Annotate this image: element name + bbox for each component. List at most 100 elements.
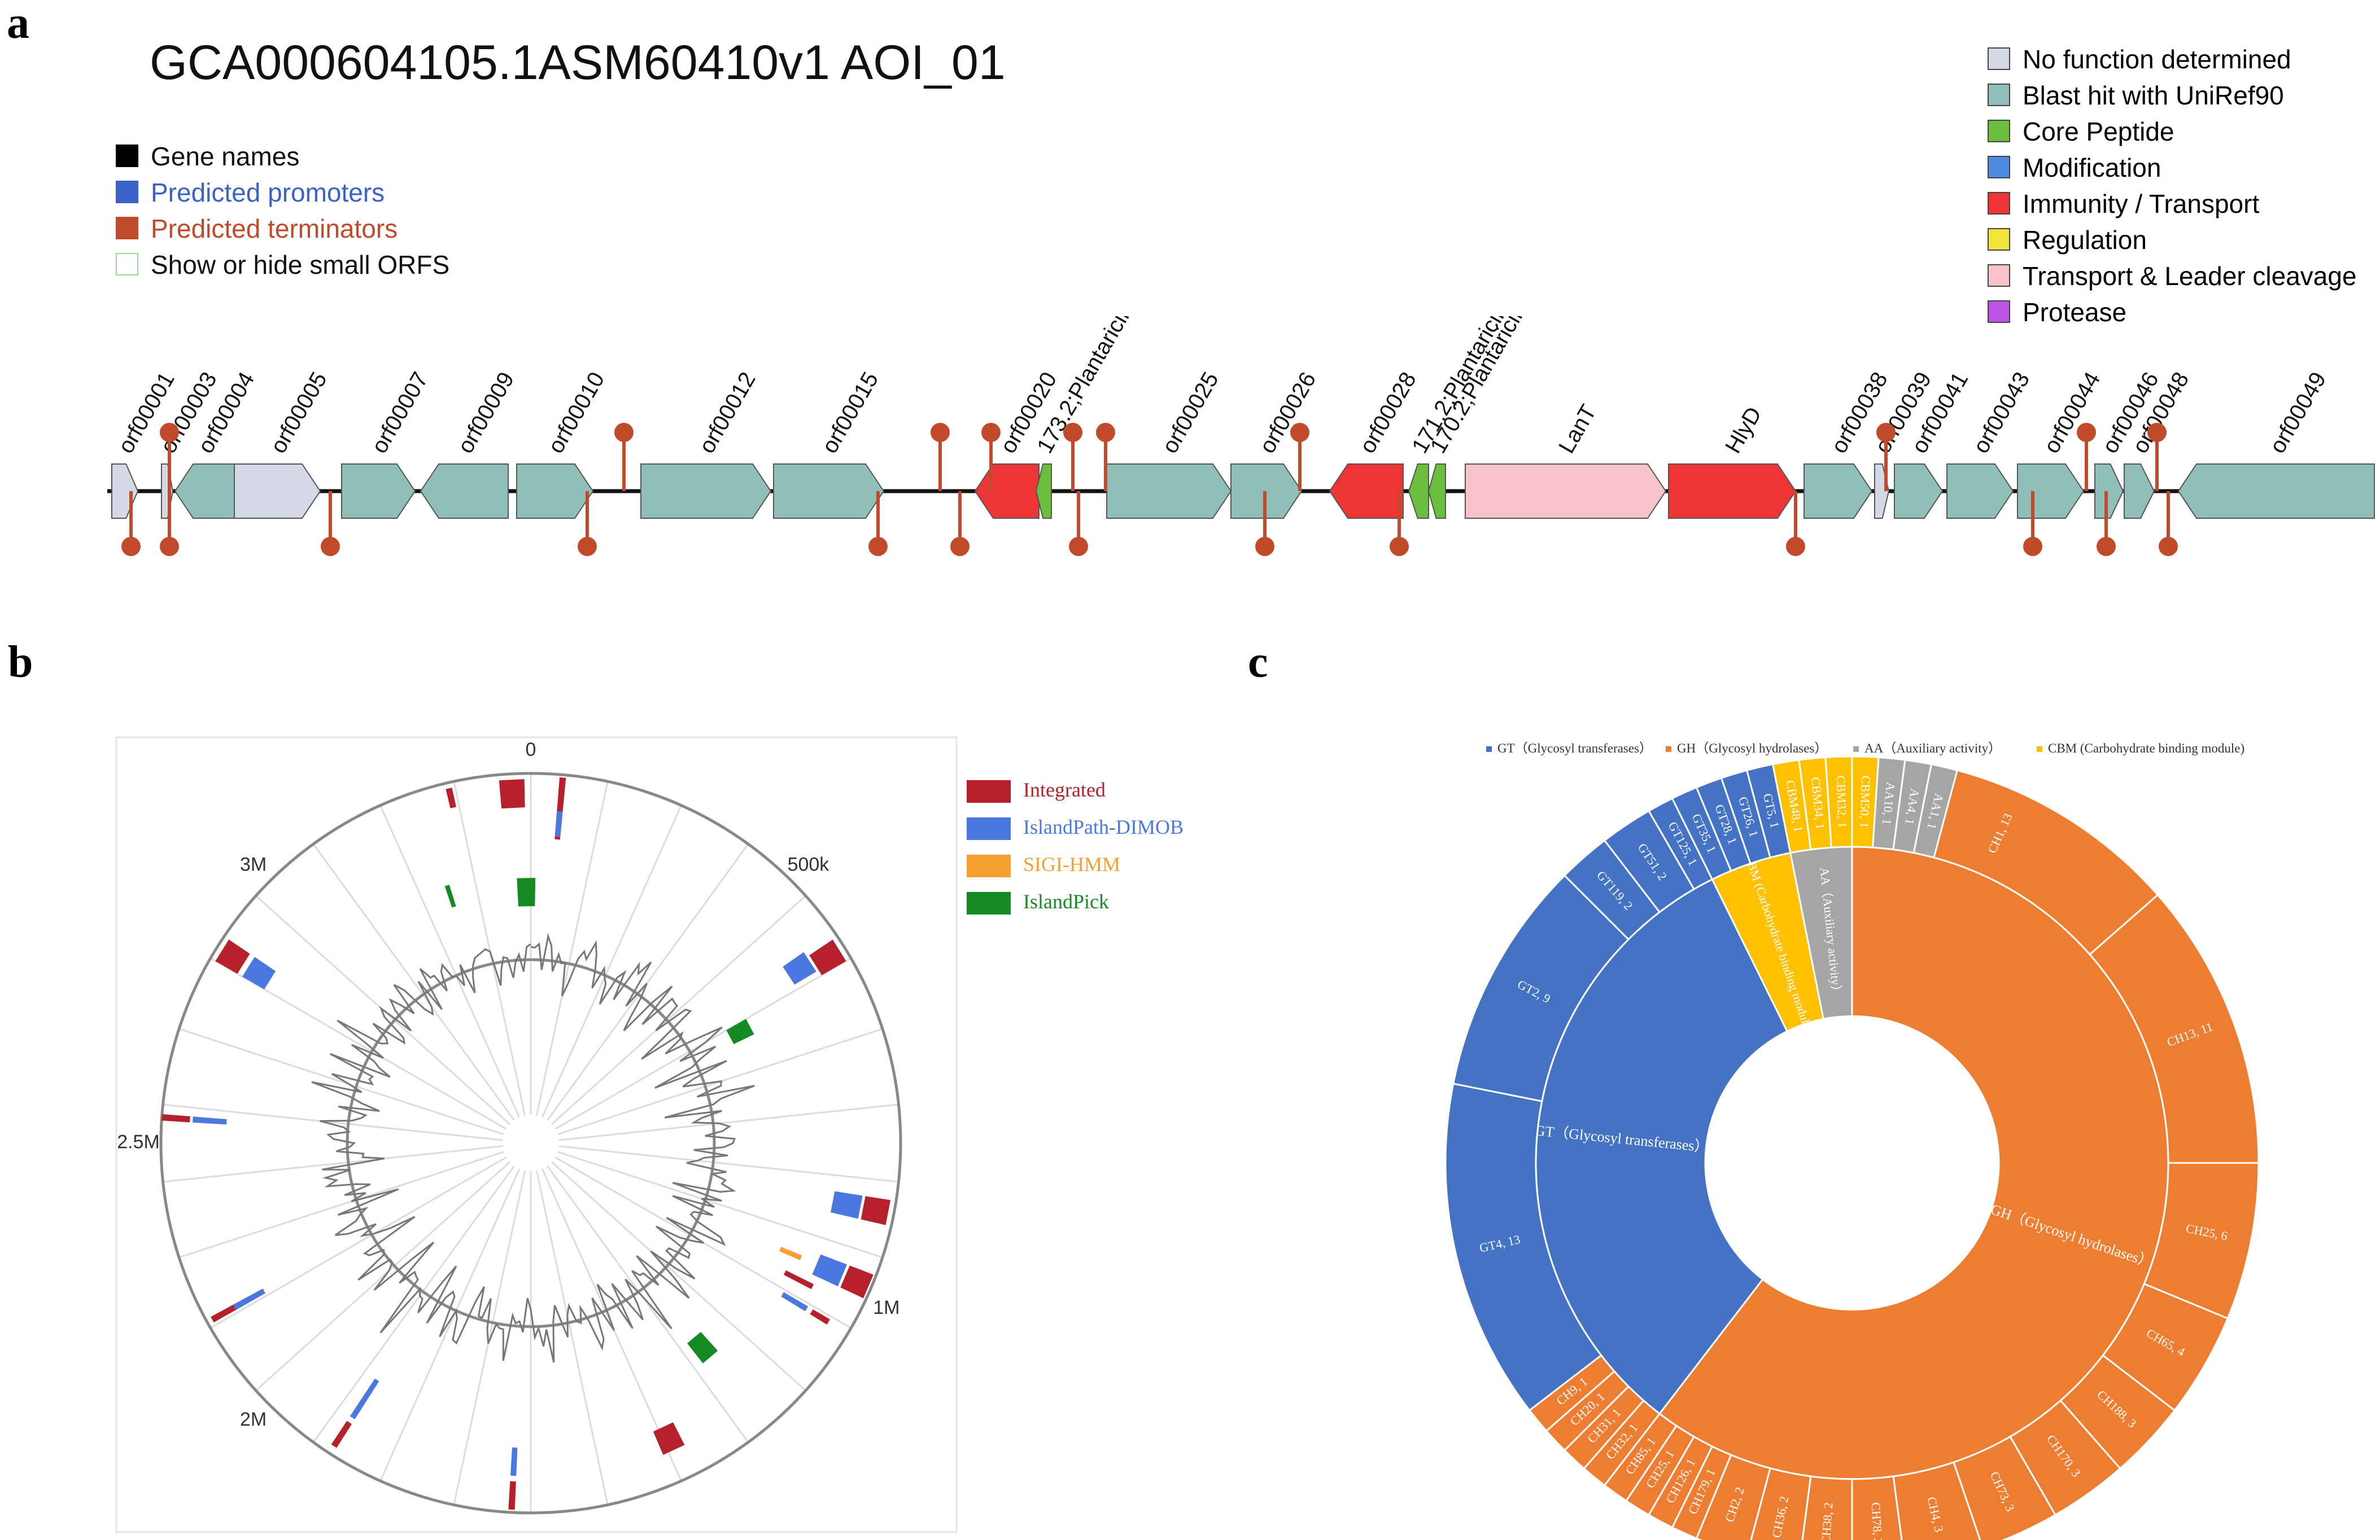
legend-label: IslandPick — [1023, 890, 1109, 913]
grid-spoke — [312, 1165, 515, 1443]
terminator-marker — [614, 423, 634, 442]
terminator-marker — [1290, 423, 1309, 442]
grid-spoke — [163, 1145, 503, 1183]
island-block — [215, 939, 250, 974]
gene-label: orf00009 — [453, 368, 519, 458]
legend-label: Transport & Leader cleavage — [2023, 261, 2357, 291]
island-block — [161, 1114, 190, 1123]
gene-label: orf00049 — [2265, 368, 2331, 458]
terminator-marker — [1255, 537, 1274, 556]
grid-spoke — [551, 1161, 806, 1392]
grid-spoke — [312, 843, 515, 1121]
gene-arrow — [1035, 463, 1052, 519]
gc-content-trace — [311, 933, 755, 1363]
legend-swatch — [1853, 746, 1859, 752]
terminator-marker — [931, 423, 950, 442]
legend-swatch — [1988, 120, 2010, 142]
island-block — [687, 1332, 718, 1364]
legend-label: IslandPath-DIMOB — [1023, 816, 1184, 838]
legend-swatch — [967, 855, 1011, 877]
sunburst-outer-label: CBM50, 1 — [1857, 776, 1873, 829]
terminator-marker — [1096, 423, 1115, 442]
gene-arrow — [773, 463, 885, 519]
island-block — [446, 788, 456, 808]
legend-label: Predicted terminators — [151, 214, 398, 243]
gene-arrow — [640, 463, 772, 519]
legend-swatch — [1988, 228, 2010, 251]
grid-spoke — [379, 1169, 521, 1481]
grid-spoke — [558, 1104, 899, 1141]
grid-spoke — [379, 805, 521, 1118]
grid-spoke — [453, 1170, 526, 1505]
gene-arrow — [1668, 463, 1797, 519]
inner-ring — [346, 958, 716, 1328]
terminator-marker — [160, 423, 179, 442]
gene-arrow — [174, 463, 235, 519]
sunburst-outer-label: CH38, 2 — [1819, 1502, 1836, 1540]
island-block — [554, 811, 563, 837]
legend-swatch — [967, 780, 1011, 803]
legend-label: AA（Auxiliary activity） — [1864, 741, 2001, 755]
gene-arrow — [1408, 463, 1429, 519]
island-block — [809, 939, 846, 975]
terminator-marker — [950, 537, 970, 556]
legend-swatch — [1666, 746, 1671, 752]
terminator-marker — [981, 423, 1001, 442]
island-block — [783, 952, 816, 985]
sunburst-outer-label: CH78, 2 — [1868, 1502, 1885, 1540]
gene-arrow — [1427, 463, 1446, 519]
plot-frame — [115, 736, 958, 1533]
terminator-marker — [2023, 537, 2042, 556]
legend-checkbox[interactable] — [116, 253, 138, 275]
terminator-marker — [1786, 537, 1805, 556]
gene-arrow — [974, 463, 1040, 519]
terminator-marker — [1069, 537, 1088, 556]
gene-arrow — [1803, 463, 1873, 519]
gene-arrow — [516, 463, 594, 519]
legend-swatch — [116, 145, 138, 167]
legend-swatch — [967, 892, 1011, 915]
island-block — [779, 1246, 802, 1261]
terminator-marker — [121, 537, 141, 556]
legend-label: GT（Glycosyl transferases） — [1497, 741, 1652, 755]
sunburst-outer-segment — [1912, 763, 1959, 859]
terminator-marker — [2097, 537, 2116, 556]
legend-label: CBM (Carbohydrate binding module) — [2048, 741, 2244, 755]
gene-label: orf00043 — [1968, 368, 2034, 458]
legend-swatch — [967, 817, 1011, 840]
legend-swatch — [1988, 84, 2010, 106]
tick-label: 2.5M — [117, 1131, 160, 1153]
genomic-island-plot: 0 500k 1M 2M 2.5M 3M — [115, 736, 958, 1533]
grid-spoke — [547, 1165, 749, 1443]
legend-label: Regulation — [2023, 225, 2147, 255]
terminator-marker — [160, 537, 179, 556]
island-block — [331, 1420, 352, 1448]
island-block — [812, 1254, 848, 1287]
legend-swatch — [1988, 156, 2010, 178]
terminator-marker — [1876, 423, 1896, 442]
island-block — [510, 1447, 518, 1476]
grid-spoke — [163, 1104, 503, 1141]
legend-label: SIGI-HMM — [1023, 853, 1121, 876]
gene-label: orf00026 — [1255, 368, 1321, 458]
legend-label: Modification — [2023, 153, 2161, 182]
legend-label: Immunity / Transport — [2023, 189, 2260, 218]
legend-label: Gene names — [151, 142, 300, 171]
sunburst-outer-label: CBM32, 1 — [1834, 775, 1850, 828]
legend-label: Protease — [2023, 298, 2127, 327]
gene-arrow — [111, 463, 139, 519]
grid-spoke — [557, 1151, 883, 1258]
island-block — [861, 1196, 891, 1226]
legend-swatch — [116, 181, 138, 203]
legend-swatch — [1988, 300, 2010, 323]
gene-label: LanT — [1554, 401, 1601, 458]
terminator-marker — [2159, 537, 2178, 556]
gene-label: orf00005 — [266, 368, 332, 458]
legend-swatch — [1988, 264, 2010, 287]
outer-ring — [159, 772, 902, 1515]
tick-label: 1M — [873, 1297, 899, 1319]
grid-spoke — [255, 1161, 510, 1392]
grid-spoke — [453, 781, 526, 1116]
terminator-marker — [1390, 537, 1409, 556]
